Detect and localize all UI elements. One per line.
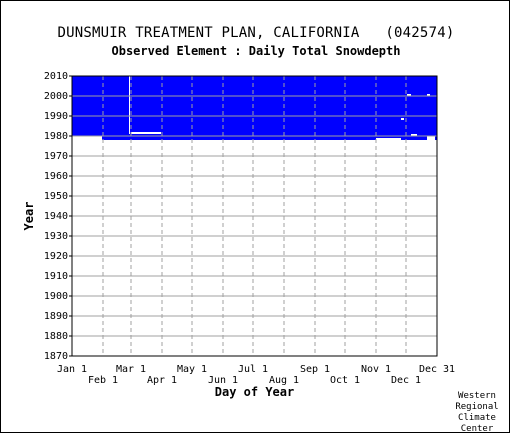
grid-lines [72,76,437,356]
y-tick-label: 1930 [44,231,68,242]
data-gap [407,94,411,96]
y-tick-labels: 2010 2000 1990 1980 1970 1960 1950 1940 1930 1920… [44,71,72,362]
x-tick-label: Mar 1 [116,364,146,375]
data-block [72,76,437,136]
y-tick-label: 1900 [44,291,68,302]
x-tick-label: Sep 1 [300,364,330,375]
y-tick-label: 1920 [44,251,68,262]
y-tick-label: 1910 [44,271,68,282]
y-tick-label: 1940 [44,211,68,222]
y-tick-label: 1990 [44,111,68,122]
y-tick-label: 2000 [44,91,68,102]
credit-line: Regional [455,402,499,412]
data-gap [401,118,404,120]
x-tick-label: Jul 1 [238,364,268,375]
y-axis-label: Year [22,202,36,231]
x-tick-label: Apr 1 [147,375,177,386]
wrcc-credit: Western Regional Climate Center [449,391,505,435]
credit-line: Center [460,424,494,434]
x-tick-labels: Jan 1 Mar 1 May 1 Jul 1 Sep 1 Nov 1 Dec 31 Feb … [57,364,455,386]
y-tick-label: 1880 [44,331,68,342]
data-gap [427,136,435,140]
x-tick-label: Feb 1 [88,375,118,386]
chart-subtitle: Observed Element : Daily Total Snowdepth [111,44,401,58]
y-tick-label: 1970 [44,151,68,162]
x-tick-label: Dec 31 [419,364,455,375]
data-gap [411,134,417,136]
chart-title: DUNSMUIR TREATMENT PLAN, CALIFORNIA (042… [57,25,455,41]
data-gap [131,132,161,134]
y-tick-label: 1890 [44,311,68,322]
y-tick-label: 1960 [44,171,68,182]
credit-line: Climate [458,413,496,423]
x-tick-label: Oct 1 [330,375,360,386]
data-gap [376,138,401,140]
credit-line: Western [458,391,496,401]
x-tick-label: Dec 1 [391,375,421,386]
y-tick-label: 1980 [44,131,68,142]
y-tick-label: 1950 [44,191,68,202]
data-block [171,138,321,140]
y-tick-label: 2010 [44,71,68,82]
y-tick-label: 1870 [44,351,68,362]
x-tick-label: Jun 1 [208,375,238,386]
data-gap [427,94,430,96]
x-tick-label: Aug 1 [269,375,299,386]
x-tick-label: Nov 1 [361,364,391,375]
x-tick-label: Jan 1 [57,364,87,375]
data-coverage-layer [72,76,437,140]
x-tick-label: May 1 [177,364,207,375]
data-gap [129,76,130,134]
x-axis-label: Day of Year [215,385,294,399]
